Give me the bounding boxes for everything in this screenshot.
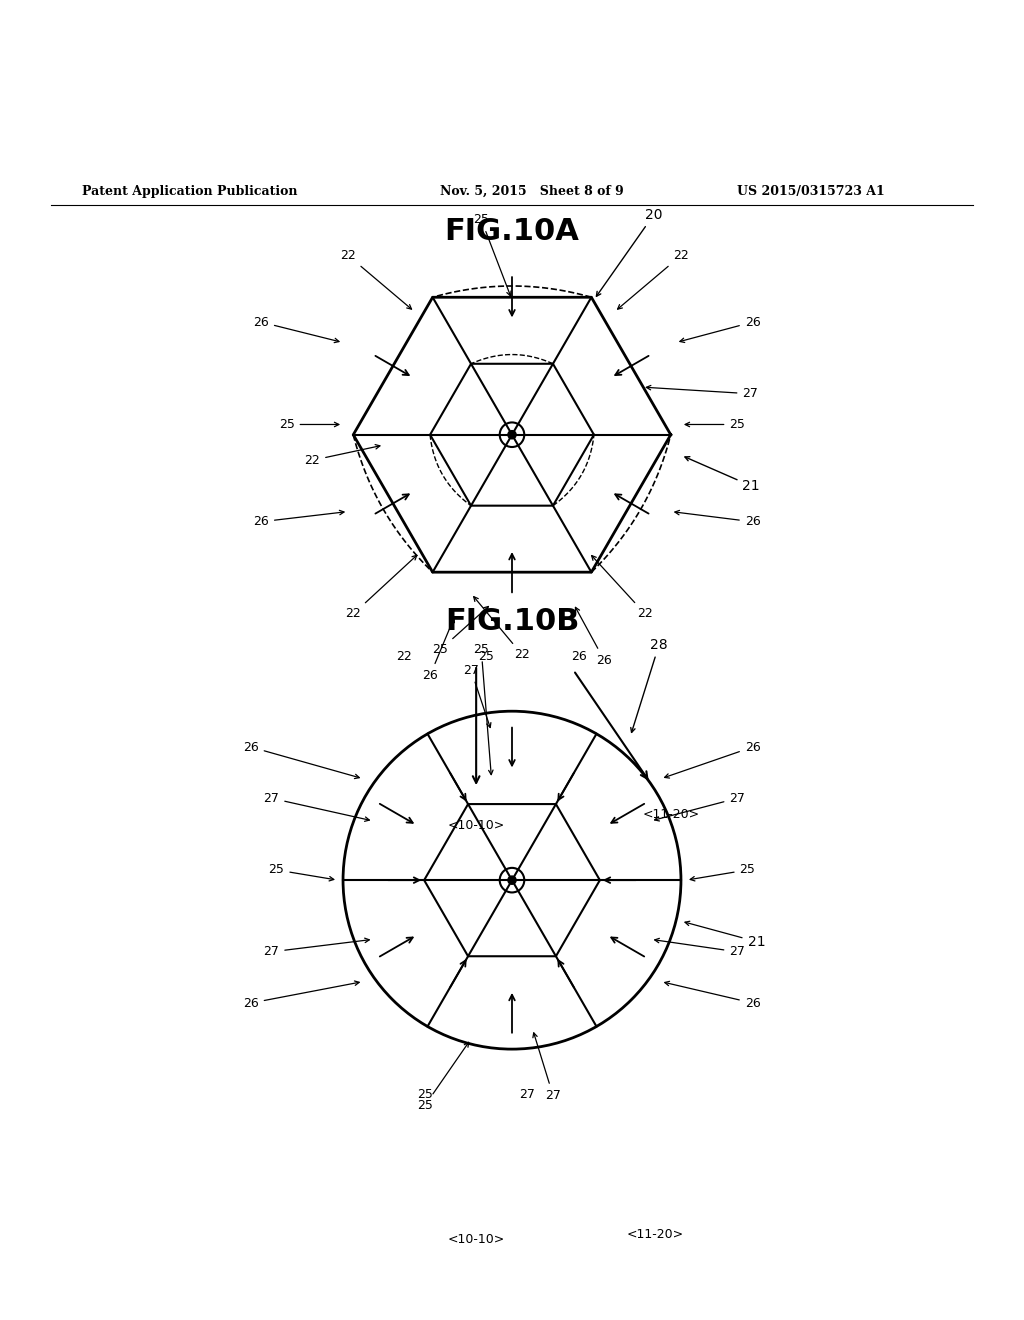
Text: 27: 27 (263, 792, 370, 821)
Text: Patent Application Publication: Patent Application Publication (82, 185, 297, 198)
Text: 25: 25 (685, 418, 745, 430)
Text: 27: 27 (654, 792, 745, 821)
Text: <10-10>: <10-10> (447, 818, 505, 832)
Circle shape (508, 876, 516, 884)
Text: 28: 28 (631, 638, 668, 733)
Text: 21: 21 (685, 457, 760, 492)
Text: 26: 26 (243, 981, 359, 1010)
Text: 27: 27 (519, 1088, 536, 1101)
Text: 26: 26 (253, 511, 344, 528)
Text: US 2015/0315723 A1: US 2015/0315723 A1 (737, 185, 885, 198)
Text: 22: 22 (617, 249, 689, 309)
Text: 22: 22 (304, 445, 380, 467)
Text: Nov. 5, 2015   Sheet 8 of 9: Nov. 5, 2015 Sheet 8 of 9 (440, 185, 624, 198)
Text: 25: 25 (417, 1088, 433, 1101)
Text: 25: 25 (473, 213, 511, 296)
Text: <11-20>: <11-20> (642, 808, 699, 821)
Text: 25: 25 (478, 649, 495, 663)
Text: 26: 26 (243, 741, 359, 779)
Text: 26: 26 (675, 511, 761, 528)
Text: 25: 25 (279, 418, 339, 430)
Circle shape (508, 430, 516, 438)
Text: 26: 26 (570, 649, 587, 663)
Text: 26: 26 (665, 981, 761, 1010)
Text: 22: 22 (474, 597, 530, 661)
Text: 22: 22 (340, 249, 412, 309)
Text: 25: 25 (690, 863, 756, 880)
Text: 22: 22 (396, 649, 413, 663)
Text: 27: 27 (646, 385, 759, 400)
Text: 22: 22 (592, 556, 653, 620)
Text: 20: 20 (596, 207, 663, 296)
Text: 27: 27 (654, 939, 745, 958)
Text: 26: 26 (422, 618, 455, 682)
Text: <11-20>: <11-20> (627, 1229, 684, 1241)
Text: 27: 27 (463, 664, 490, 727)
Text: 25: 25 (473, 643, 493, 775)
Text: 25: 25 (432, 606, 488, 656)
Text: 26: 26 (253, 315, 339, 343)
Text: 25: 25 (268, 863, 334, 880)
Text: 26: 26 (575, 607, 612, 667)
Text: 26: 26 (665, 741, 761, 777)
Text: 27: 27 (532, 1032, 561, 1102)
Text: 27: 27 (263, 939, 370, 958)
Text: 22: 22 (345, 556, 417, 620)
Text: FIG.10A: FIG.10A (444, 218, 580, 247)
Text: 26: 26 (680, 315, 761, 342)
Text: <10-10>: <10-10> (447, 1233, 505, 1246)
Text: FIG.10B: FIG.10B (444, 607, 580, 636)
Text: 25: 25 (417, 1043, 469, 1111)
Text: 21: 21 (685, 921, 765, 949)
